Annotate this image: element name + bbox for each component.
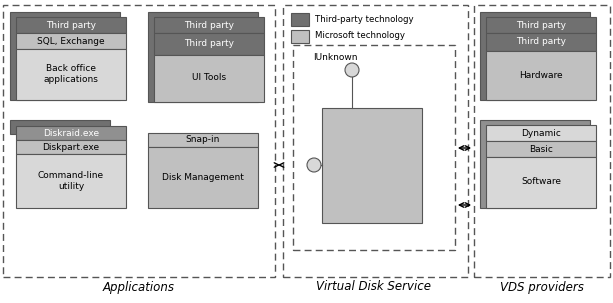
Text: Diskpart.exe: Diskpart.exe xyxy=(42,142,99,152)
Bar xyxy=(480,120,590,208)
Text: Microsoft technology: Microsoft technology xyxy=(315,32,405,41)
Text: Back office
applications: Back office applications xyxy=(44,64,99,84)
Bar xyxy=(293,45,455,250)
Text: Third-party technology: Third-party technology xyxy=(315,15,414,24)
Text: UI Tools: UI Tools xyxy=(192,74,226,82)
Bar xyxy=(154,33,264,55)
Bar xyxy=(16,126,126,140)
Text: Dynamic: Dynamic xyxy=(521,128,561,138)
Text: Third party: Third party xyxy=(46,21,96,29)
Bar xyxy=(3,5,275,277)
Bar xyxy=(322,108,422,223)
Bar xyxy=(154,55,264,102)
Bar xyxy=(283,5,468,277)
Bar xyxy=(480,12,590,100)
Text: Third party: Third party xyxy=(516,38,566,46)
Bar xyxy=(486,17,596,33)
Bar xyxy=(16,49,126,100)
Bar xyxy=(291,13,309,26)
Bar xyxy=(16,33,126,49)
Text: Third party: Third party xyxy=(184,21,234,29)
Text: Command-line
utility: Command-line utility xyxy=(38,171,104,191)
Bar xyxy=(16,154,126,208)
Bar xyxy=(474,5,610,277)
Bar xyxy=(291,30,309,43)
Text: VDS providers: VDS providers xyxy=(500,281,584,294)
Bar xyxy=(154,17,264,33)
Bar xyxy=(10,12,120,100)
Text: SQL, Exchange: SQL, Exchange xyxy=(37,36,105,45)
Text: Applications: Applications xyxy=(103,281,175,294)
Bar xyxy=(486,141,596,157)
Text: Virtual Disk Service: Virtual Disk Service xyxy=(316,281,432,294)
Text: Snap-in: Snap-in xyxy=(186,135,220,145)
Text: Software: Software xyxy=(521,178,561,187)
Bar xyxy=(16,17,126,33)
Bar xyxy=(486,33,596,51)
Bar xyxy=(486,157,596,208)
Text: Third party: Third party xyxy=(516,21,566,29)
Text: Disk Management: Disk Management xyxy=(162,172,244,181)
Bar xyxy=(16,140,126,154)
Bar xyxy=(10,120,110,134)
Bar xyxy=(148,12,258,102)
Bar xyxy=(148,133,258,147)
Bar xyxy=(148,147,258,208)
Text: Third party: Third party xyxy=(184,39,234,48)
Circle shape xyxy=(307,158,321,172)
Text: IUnknown: IUnknown xyxy=(313,54,357,62)
Circle shape xyxy=(345,63,359,77)
Text: Hardware: Hardware xyxy=(519,71,563,79)
Bar xyxy=(486,125,596,141)
Bar xyxy=(486,51,596,100)
Text: Diskraid.exe: Diskraid.exe xyxy=(43,128,99,138)
Text: Basic: Basic xyxy=(529,145,553,154)
